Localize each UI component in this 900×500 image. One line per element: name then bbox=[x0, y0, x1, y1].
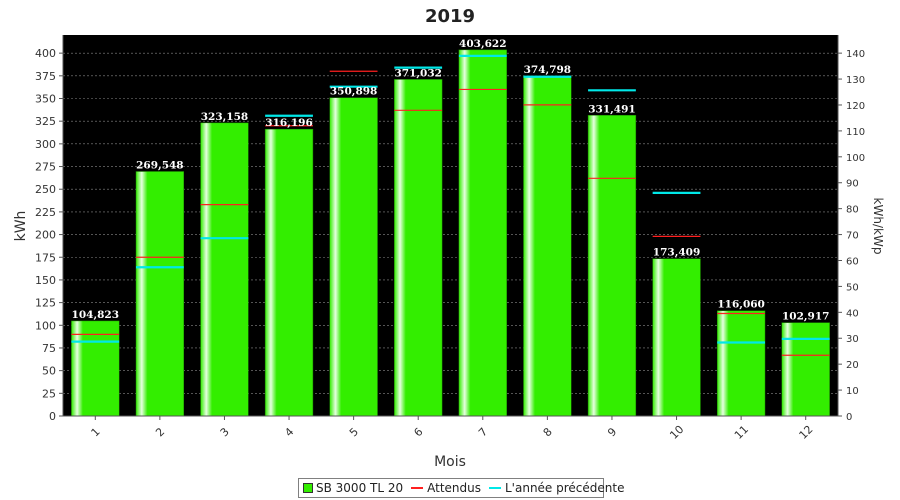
legend-swatch-bar bbox=[303, 483, 313, 493]
legend-item-expected: Attendus bbox=[411, 481, 481, 495]
y-tick-label-right: 0 bbox=[846, 412, 852, 423]
y-tick-label-left: 375 bbox=[35, 70, 56, 83]
bar-value-label: 331,491 bbox=[588, 103, 636, 115]
y-tick-label-right: 140 bbox=[846, 49, 865, 60]
y-tick-label-left: 175 bbox=[35, 251, 56, 264]
y-tick-label-left: 25 bbox=[42, 387, 56, 400]
x-tick-label: 4 bbox=[282, 425, 296, 439]
bar-value-label: 374,798 bbox=[524, 64, 572, 76]
bar bbox=[716, 310, 766, 417]
y-tick-label-left: 250 bbox=[35, 183, 56, 196]
y-tick-label-left: 300 bbox=[35, 138, 56, 151]
y-tick-label-left: 275 bbox=[35, 161, 56, 174]
bar-value-label: 316,196 bbox=[265, 117, 313, 129]
x-tick-label: 11 bbox=[732, 423, 751, 442]
y-tick-label-left: 400 bbox=[35, 47, 56, 60]
bar bbox=[329, 97, 378, 417]
bar bbox=[394, 79, 443, 417]
bar-value-label: 116,060 bbox=[717, 299, 765, 311]
y-axis-right-label: kWh/kWp bbox=[871, 198, 885, 255]
y-tick-label-right: 130 bbox=[846, 75, 865, 86]
legend-item-production: SB 3000 TL 20 bbox=[303, 481, 403, 495]
x-tick-label: 6 bbox=[411, 425, 425, 439]
legend-item-previous-year: L'année précédente bbox=[489, 481, 624, 495]
legend: SB 3000 TL 20 Attendus L'année précédent… bbox=[298, 478, 624, 498]
y-tick-label-left: 200 bbox=[35, 229, 56, 242]
y-tick-label-left: 100 bbox=[35, 319, 56, 332]
y-tick-label-left: 75 bbox=[42, 342, 56, 355]
bar bbox=[264, 128, 314, 417]
legend-swatch-previous-year bbox=[489, 487, 501, 489]
y-tick-label-right: 40 bbox=[846, 308, 859, 319]
y-tick-label-left: 150 bbox=[35, 274, 56, 287]
chart-title: 2019 bbox=[425, 6, 475, 27]
bar bbox=[200, 122, 249, 417]
y-tick-label-left: 0 bbox=[49, 410, 56, 423]
bar bbox=[135, 171, 185, 417]
x-tick-label: 12 bbox=[797, 423, 816, 442]
legend-label: L'année précédente bbox=[505, 481, 625, 495]
y-tick-label-left: 225 bbox=[35, 206, 56, 219]
bar-value-label: 102,917 bbox=[782, 311, 830, 323]
x-tick-label: 9 bbox=[605, 425, 619, 439]
y-tick-label-right: 100 bbox=[846, 153, 865, 164]
x-tick-label: 5 bbox=[347, 425, 361, 439]
bars bbox=[71, 49, 830, 417]
bar-value-label: 104,823 bbox=[72, 309, 120, 321]
bar-value-label: 323,158 bbox=[201, 111, 249, 123]
bar bbox=[523, 75, 572, 417]
legend-swatch-expected bbox=[411, 487, 424, 489]
y-tick-label-left: 50 bbox=[42, 365, 56, 378]
bar bbox=[587, 115, 637, 417]
x-axis-label: Mois bbox=[434, 454, 466, 470]
x-tick-label: 7 bbox=[476, 425, 490, 439]
bar-value-label: 173,409 bbox=[653, 247, 701, 259]
y-tick-label-right: 120 bbox=[846, 101, 865, 112]
y-axis-left-label: kWh bbox=[13, 211, 29, 242]
legend-label: SB 3000 TL 20 bbox=[316, 481, 404, 495]
bar-value-label: 371,032 bbox=[394, 67, 442, 79]
bar-value-label: 269,548 bbox=[136, 159, 184, 171]
y-tick-label-left: 350 bbox=[35, 93, 56, 106]
grid-lines bbox=[63, 52, 838, 394]
y-tick-label-right: 70 bbox=[846, 231, 859, 242]
y-tick-label-right: 20 bbox=[846, 360, 859, 371]
x-tick-label: 1 bbox=[89, 425, 103, 439]
y-tick-label-left: 125 bbox=[35, 297, 56, 310]
x-tick-label: 10 bbox=[667, 423, 686, 442]
x-tick-label: 2 bbox=[153, 425, 167, 439]
y-tick-label-right: 60 bbox=[846, 256, 859, 267]
markers bbox=[71, 54, 830, 356]
y-tick-label-right: 90 bbox=[846, 179, 859, 190]
legend-label: Attendus bbox=[427, 481, 481, 495]
x-tick-label: 8 bbox=[541, 425, 555, 439]
y-tick-label-right: 30 bbox=[846, 334, 859, 345]
y-tick-label-right: 50 bbox=[846, 282, 859, 293]
bar-labels: 104,823 269,548 323,158 316,196 350,898 371,0… bbox=[72, 38, 830, 323]
x-tick-label: 3 bbox=[218, 425, 232, 439]
bar bbox=[652, 258, 701, 417]
bar-value-label: 403,622 bbox=[459, 38, 507, 50]
bar-value-label: 350,898 bbox=[330, 86, 378, 98]
bar bbox=[458, 49, 507, 417]
y-tick-label-left: 325 bbox=[35, 115, 56, 128]
y-tick-label-right: 110 bbox=[846, 127, 865, 138]
bar bbox=[781, 322, 830, 417]
y-tick-label-right: 10 bbox=[846, 386, 859, 397]
y-tick-label-right: 80 bbox=[846, 205, 859, 216]
bar bbox=[71, 320, 120, 417]
